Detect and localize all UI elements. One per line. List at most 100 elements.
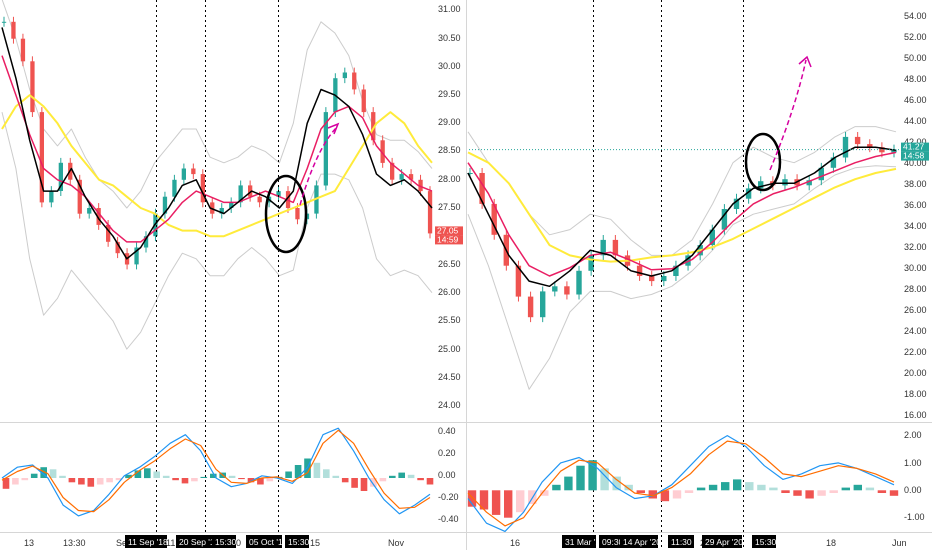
macd-histogram-bar [313, 462, 321, 478]
macd-histogram-bar [87, 478, 95, 487]
time-badge [125, 535, 167, 548]
macd-histogram-bar [115, 478, 123, 481]
candle-body [11, 21, 16, 39]
arrow-head [327, 122, 340, 135]
candle-body [408, 174, 414, 180]
highlight-circle [264, 174, 308, 254]
macd-tick-label: 0.40 [438, 426, 456, 436]
moving-average-line [1, 55, 433, 243]
countdown-label: 14:58 [903, 151, 925, 161]
right-panel-group: 54.00 52.00 50.00 48.00 46.00 44.00 42.00 40.00… [466, 0, 929, 550]
candle-body [399, 174, 404, 180]
price-tick-label: 22.00 [904, 347, 927, 357]
macd-tick-label: 1.00 [904, 458, 922, 468]
price-tick-label: 50.00 [904, 53, 927, 63]
macd-histogram-bar [588, 460, 597, 491]
candle-body [636, 265, 643, 276]
candle-body [219, 208, 224, 214]
price-tick-label: 52.00 [904, 32, 927, 42]
candle-body [30, 61, 35, 113]
time-tick-label: 0 [236, 538, 241, 548]
candle-body [649, 276, 655, 282]
candle-body [77, 179, 82, 214]
time-badge [246, 535, 282, 548]
macd-histogram-bar [407, 474, 415, 479]
macd-histogram-bar [829, 490, 838, 493]
macd-histogram-bar [757, 484, 766, 491]
macd-histogram-bar [125, 474, 132, 479]
candle-body [612, 239, 619, 256]
macd-histogram-bar [106, 478, 113, 483]
price-tick-label: 34.00 [904, 221, 927, 231]
macd-histogram-bar [323, 469, 330, 478]
candle-body [830, 157, 837, 168]
candle-body [115, 241, 120, 254]
macd-line [467, 435, 895, 533]
macd-histogram-bar [600, 468, 609, 491]
candle-body [842, 136, 849, 158]
annotations [264, 55, 812, 254]
candle-body [515, 265, 522, 297]
price-tick-label: 24.00 [904, 326, 927, 336]
price-tick-label: 42.00 [904, 137, 927, 147]
candle-body [200, 174, 205, 203]
time-tick-label: 13:30 [63, 538, 86, 548]
price-tick-label: 28.00 [438, 174, 461, 184]
candle-body [238, 185, 243, 203]
price-tick-label: 54.00 [904, 11, 927, 21]
macd-histogram-bar [68, 478, 76, 483]
price-tick-label: 36.00 [904, 200, 927, 210]
macd-tick-label: 0.00 [904, 485, 922, 495]
macd-histogram-bar [257, 478, 264, 485]
macd-histogram-bar [516, 490, 525, 513]
macd-tick-label: -0.40 [438, 514, 459, 524]
macd-histogram-bar [636, 490, 645, 493]
time-badge [752, 535, 776, 548]
time-badge-label: 11:30 [671, 537, 692, 547]
macd-histogram-bar [181, 478, 189, 484]
macd-histogram-bar [134, 470, 142, 478]
candle-body [295, 208, 300, 220]
macd-line [1, 427, 431, 517]
time-tick-label: 11 [166, 538, 175, 548]
price-tick-label: 28.50 [438, 145, 461, 155]
price-tick-label: 29.00 [438, 117, 461, 127]
macd-tick-label: 2.00 [904, 430, 922, 440]
macd-histogram-bar [540, 490, 549, 496]
candle-body [467, 173, 473, 174]
macd-histogram-bar [672, 490, 682, 499]
price-tick-label: 29.50 [438, 89, 461, 99]
price-tick-label: 30.50 [438, 33, 461, 43]
price-tick-label: 24.50 [438, 372, 461, 382]
price-tick-label: 32.00 [904, 242, 927, 252]
moving-average-line [467, 151, 897, 263]
macd-histogram-bar [228, 475, 236, 478]
time-tick-label: 15 [310, 538, 320, 548]
candle-body [818, 167, 824, 181]
macd-histogram-bar [733, 479, 742, 491]
moving-average-line [467, 151, 897, 277]
price-tick-label: 25.50 [438, 315, 461, 325]
macd-histogram-bar [360, 478, 368, 491]
candle-body [552, 286, 558, 292]
highlight-circle [744, 132, 782, 192]
time-badge [285, 535, 309, 548]
last-price-tag [901, 142, 929, 152]
macd-histogram-bar [210, 473, 217, 478]
price-tick-label: 26.50 [438, 259, 461, 269]
macd-tick-label: 0.00 [438, 470, 456, 480]
macd-histogram-bar [153, 471, 160, 478]
time-badge [599, 535, 625, 548]
macd-histogram-bar [370, 478, 377, 487]
price-tick-label: 20.00 [904, 368, 927, 378]
macd-histogram-bar [853, 484, 862, 491]
bollinger-band-line [467, 126, 897, 256]
macd-histogram-bar [612, 476, 621, 491]
candle-body [49, 191, 54, 203]
macd-histogram-bar [266, 478, 274, 482]
candle-body [58, 162, 63, 191]
price-tick-label: 48.00 [904, 74, 927, 84]
candle-body [87, 208, 92, 214]
price-tick-label: 18.00 [904, 389, 927, 399]
macd-tick-label: -1.00 [904, 512, 925, 522]
